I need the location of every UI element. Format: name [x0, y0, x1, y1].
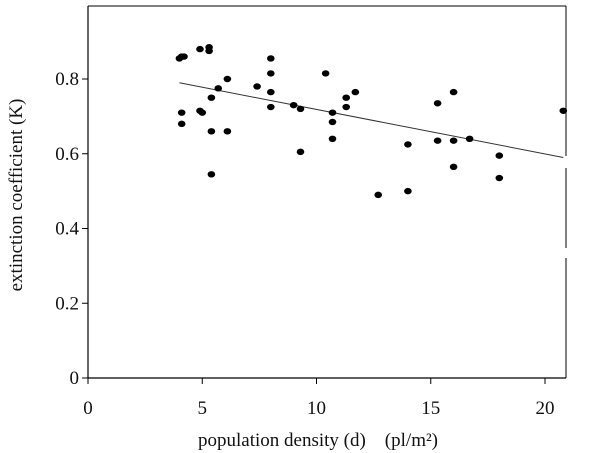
x-tick-label: 5	[198, 398, 208, 419]
data-point	[214, 85, 223, 92]
data-point	[351, 88, 360, 96]
data-point	[328, 118, 337, 126]
data-point	[180, 53, 188, 60]
data-point	[267, 103, 275, 111]
data-point	[289, 101, 298, 109]
data-point	[559, 107, 568, 114]
data-point	[207, 128, 216, 135]
data-point	[267, 88, 275, 96]
x-tick-label: 10	[307, 398, 326, 419]
y-tick-label: 0.6	[55, 144, 79, 165]
data-point	[328, 109, 337, 116]
data-point	[449, 88, 458, 96]
y-tick-label: 0.4	[55, 219, 79, 240]
data-point	[433, 137, 442, 144]
data-point	[223, 128, 232, 135]
data-point	[404, 187, 412, 195]
data-point	[449, 137, 458, 144]
y-axis-label: extinction coefficient (K)	[6, 99, 27, 292]
data-point	[267, 70, 275, 77]
data-point	[267, 55, 275, 62]
x-tick-label: 20	[536, 398, 555, 419]
trendline	[179, 82, 564, 158]
data-point	[374, 191, 382, 199]
data-point	[207, 94, 216, 101]
data-point	[495, 152, 504, 159]
data-point	[253, 83, 261, 90]
data-point	[342, 94, 351, 101]
data-point	[328, 135, 337, 142]
x-axis-label: population density (d) (pl/m²)	[198, 430, 438, 451]
data-point	[495, 174, 504, 182]
data-point	[404, 141, 412, 148]
x-tick-label: 0	[83, 398, 93, 419]
data-point	[465, 135, 474, 142]
data-point	[196, 45, 204, 53]
y-tick-label: 0.8	[55, 69, 79, 90]
data-point	[321, 70, 330, 77]
data-point	[296, 105, 305, 113]
y-tick-label: 0	[70, 368, 80, 389]
plot-frame	[87, 5, 567, 379]
data-point	[433, 100, 442, 107]
x-ticks: 0 5 10 15 20	[83, 378, 555, 419]
y-ticks: 0 0.2 0.4 0.6 0.8	[55, 69, 88, 389]
data-point	[223, 75, 232, 83]
data-point	[342, 103, 351, 111]
data-point	[296, 148, 305, 156]
data-point	[177, 109, 186, 116]
data-points	[175, 44, 568, 199]
data-point	[207, 171, 216, 178]
data-point	[198, 109, 207, 116]
x-tick-label: 15	[421, 398, 440, 419]
data-point	[205, 47, 213, 55]
y-tick-label: 0.2	[55, 293, 79, 314]
data-point	[177, 120, 186, 128]
data-point	[449, 163, 458, 171]
